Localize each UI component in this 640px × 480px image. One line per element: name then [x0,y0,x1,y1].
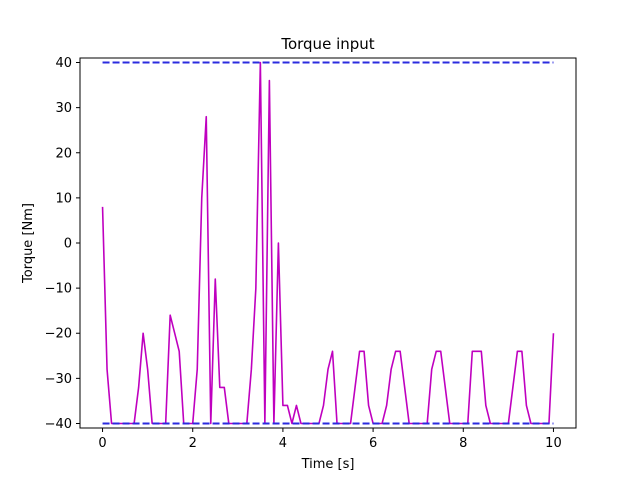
x-tick-label: 2 [189,436,197,451]
y-tick-label: −10 [45,282,72,297]
y-tick-label: −40 [45,417,72,432]
y-tick-label: 10 [55,191,72,206]
x-tick-label: 4 [279,436,287,451]
y-axis: −40 −30 −20 −10 0 10 20 30 40 [45,56,80,432]
x-axis-label: Time [s] [301,457,355,472]
x-tick-label: 10 [545,436,562,451]
y-tick-label: 0 [64,237,72,252]
y-tick-label: −30 [45,372,72,387]
series-layer [101,61,555,425]
torque-series-line [101,61,555,425]
x-tick-label: 0 [98,436,106,451]
y-tick-label: −20 [45,327,72,342]
y-tick-label: 30 [55,101,72,116]
x-tick-label: 6 [369,436,377,451]
y-axis-label: Torque [Nm] [21,203,36,284]
chart-title: Torque input [280,35,374,53]
x-axis: 0 2 4 6 8 10 [98,428,562,451]
x-tick-label: 8 [459,436,467,451]
y-tick-label: 40 [55,56,72,71]
y-tick-label: 20 [55,146,72,161]
